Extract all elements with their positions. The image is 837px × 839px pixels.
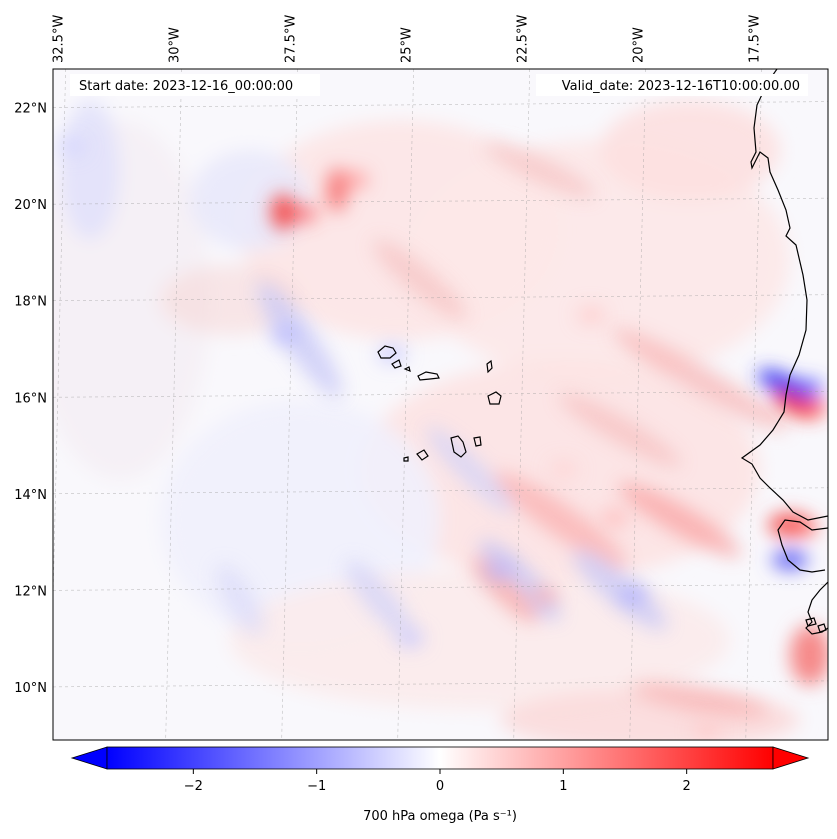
longitude-tick-labels: 32.5°W 30°W 27.5°W 25°W 22.5°W 20°W 17.5°W <box>52 15 763 63</box>
island-fogo <box>416 449 429 461</box>
latitude-tick-label: 22°N <box>14 102 47 117</box>
descent-patch <box>795 378 824 397</box>
longitude-gridline <box>629 69 647 740</box>
strong-features <box>57 137 828 740</box>
gridlines <box>53 69 828 740</box>
africa-coastline <box>740 69 828 635</box>
latitude-tick-labels: 22°N 20°N 18°N 16°N 14°N 12°N 10°N <box>14 102 47 696</box>
valid-date-label: Valid_date: 2023-12-16T10:00:00.00 <box>562 79 800 94</box>
start-date-box: Start date: 2023-12-16_00:00:00 <box>70 74 320 96</box>
longitude-gridline <box>397 69 414 740</box>
longitude-gridline <box>165 69 182 740</box>
longitude-tick-label: 27.5°W <box>284 15 299 63</box>
ascent-patch <box>800 397 828 416</box>
start-date-label: Start date: 2023-12-16_00:00:00 <box>79 79 293 94</box>
map-panel: Start date: 2023-12-16_00:00:00 Valid_da… <box>52 68 829 741</box>
latitude-tick-label: 12°N <box>14 584 47 599</box>
ascent-patch <box>600 508 629 527</box>
colorbar-gradient <box>106 746 774 770</box>
longitude-tick-label: 25°W <box>400 27 415 63</box>
ascent-patch <box>693 721 722 740</box>
ascent-patch <box>289 204 318 223</box>
island-santa-luzia <box>403 366 411 372</box>
ascent-patch <box>577 306 606 325</box>
latitude-tick-label: 18°N <box>14 295 47 310</box>
colorbar-min-extension <box>70 746 108 770</box>
longitude-gridline <box>745 69 763 740</box>
ascent-patch <box>549 460 578 479</box>
longitude-tick-label: 22.5°W <box>516 15 531 63</box>
colorbar-tick-label: 0 <box>436 779 444 794</box>
coastlines <box>377 69 828 635</box>
island-santo-antao <box>377 345 397 359</box>
latitude-tick-label: 10°N <box>14 681 47 696</box>
descent-patch <box>271 325 300 344</box>
longitude-gridline <box>281 69 298 740</box>
colorbar-ticks: −2 −1 0 1 2 <box>184 769 691 794</box>
colorbar-max-extension <box>772 746 810 770</box>
descent-patch <box>396 629 425 648</box>
ascent-patch <box>340 171 369 190</box>
bissagos-islands <box>805 617 827 633</box>
colorbar: −2 −1 0 1 2 700 hPa omega (Pa s⁻¹) <box>70 746 810 824</box>
descent-patch <box>57 137 86 156</box>
island-brava <box>403 456 409 462</box>
island-boa-vista <box>487 391 502 405</box>
colorbar-tick-label: −2 <box>184 779 203 794</box>
island-sal <box>486 359 493 374</box>
island-sao-nicolau <box>417 371 440 381</box>
descent-patch <box>619 586 648 605</box>
descent-patch <box>484 562 513 581</box>
ascent-patch <box>530 586 559 605</box>
longitude-tick-label: 17.5°W <box>748 15 763 63</box>
longitude-tick-label: 20°W <box>632 27 647 63</box>
longitude-tick-label: 30°W <box>168 27 183 63</box>
island-maio <box>473 436 482 447</box>
island-sao-vicente <box>391 359 402 369</box>
latitude-tick-label: 14°N <box>14 488 47 503</box>
colorbar-tick-label: 2 <box>683 779 691 794</box>
colorbar-tick-label: 1 <box>559 779 567 794</box>
island-santiago <box>450 435 467 458</box>
latitude-tick-label: 16°N <box>14 391 47 406</box>
longitude-gridline <box>513 69 531 740</box>
colorbar-tick-label: −1 <box>307 779 326 794</box>
latitude-tick-label: 20°N <box>14 198 47 213</box>
colorbar-label: 700 hPa omega (Pa s⁻¹) <box>363 809 517 824</box>
omega-streaks <box>216 142 787 717</box>
valid-date-box: Valid_date: 2023-12-16T10:00:00.00 <box>536 74 808 96</box>
map-frame <box>52 68 829 741</box>
longitude-tick-label: 32.5°W <box>52 15 67 63</box>
ascent-patch <box>790 518 819 537</box>
